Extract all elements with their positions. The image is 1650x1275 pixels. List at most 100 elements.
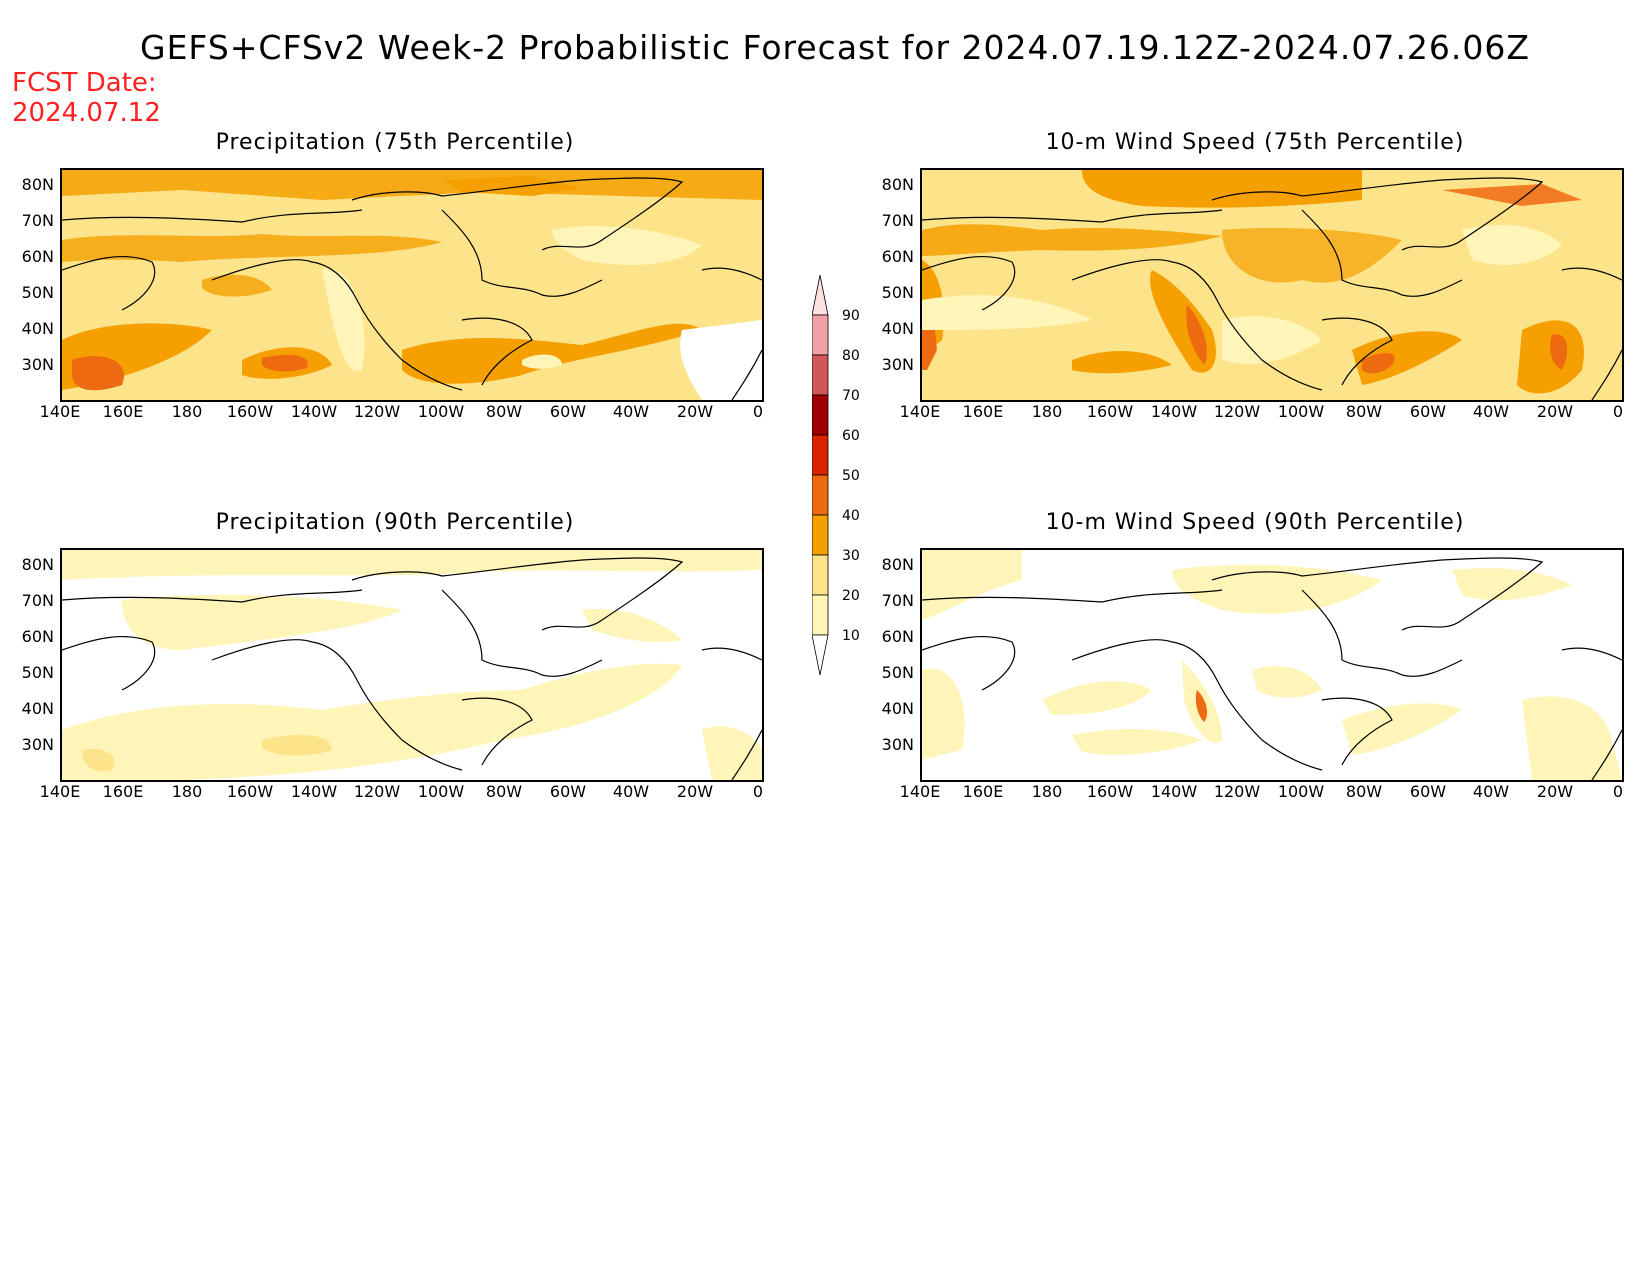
lon-label: 140E — [39, 782, 81, 801]
lon-label: 180 — [171, 782, 203, 801]
lon-label: 160E — [962, 782, 1004, 801]
lat-label: 70N — [881, 591, 914, 610]
panel-title: Precipitation (75th Percentile) — [215, 130, 575, 155]
lon-label: 100W — [1277, 782, 1325, 801]
colorbar-label: 20 — [842, 588, 860, 604]
lon-label: 160E — [102, 782, 144, 801]
forecast-date-value: 2024.07.12 — [12, 98, 161, 128]
lat-label: 30N — [21, 735, 54, 754]
lon-label: 120W — [353, 782, 401, 801]
lon-label: 160E — [102, 402, 144, 421]
lon-label: 140E — [39, 402, 81, 421]
colorbar-label: 50 — [842, 468, 860, 484]
colorbar-swatch — [812, 314, 829, 356]
map-precip-90 — [60, 548, 764, 782]
colorbar-top-arrow — [812, 275, 829, 316]
lon-label: 140W — [1150, 402, 1198, 421]
lat-label: 60N — [881, 247, 914, 266]
lat-label: 50N — [21, 663, 54, 682]
lon-label: 20W — [1536, 402, 1574, 421]
lat-label: 50N — [881, 663, 914, 682]
lon-label: 60W — [1409, 402, 1447, 421]
lat-label: 60N — [21, 627, 54, 646]
colorbar-label: 70 — [842, 388, 860, 404]
lon-label: 40W — [1472, 402, 1510, 421]
lon-label: 40W — [612, 402, 650, 421]
lat-label: 60N — [21, 247, 54, 266]
lat-label: 70N — [881, 211, 914, 230]
lon-label: 140E — [899, 782, 941, 801]
colorbar: 90 80 70 60 50 40 30 20 10 — [812, 275, 872, 685]
lon-label: 140W — [290, 782, 338, 801]
colorbar-swatch — [812, 514, 829, 556]
lon-label: 60W — [549, 402, 587, 421]
lon-label: 160E — [962, 402, 1004, 421]
lat-label: 80N — [21, 555, 54, 574]
lon-label: 80W — [485, 782, 523, 801]
colorbar-label: 90 — [842, 308, 860, 324]
colorbar-bottom-arrow — [812, 634, 829, 676]
lon-label: 20W — [676, 402, 714, 421]
colorbar-swatches — [812, 275, 829, 676]
lon-label: 140W — [290, 402, 338, 421]
map-wind-75 — [920, 168, 1624, 402]
lat-label: 80N — [881, 555, 914, 574]
page-title: GEFS+CFSv2 Week-2 Probabilistic Forecast… — [140, 28, 1530, 67]
colorbar-swatch — [812, 354, 829, 396]
panel-wind-75: 10-m Wind Speed (75th Percentile) — [860, 130, 1650, 470]
lat-label: 40N — [881, 319, 914, 338]
lon-label: 0 — [1612, 402, 1624, 421]
map-wind-90 — [920, 548, 1624, 782]
lat-label: 30N — [21, 355, 54, 374]
colorbar-swatch — [812, 554, 829, 596]
lon-label: 20W — [676, 782, 714, 801]
forecast-date: FCST Date: 2024.07.12 — [12, 68, 161, 128]
lon-label: 180 — [1031, 782, 1063, 801]
lat-label: 30N — [881, 355, 914, 374]
lon-label: 0 — [1612, 782, 1624, 801]
lon-label: 160W — [1086, 782, 1134, 801]
colorbar-swatch — [812, 394, 829, 436]
lon-label: 0 — [752, 782, 764, 801]
lon-label: 100W — [1277, 402, 1325, 421]
panel-title: Precipitation (90th Percentile) — [215, 510, 575, 535]
panel-title: 10-m Wind Speed (90th Percentile) — [1045, 510, 1465, 535]
lon-label: 60W — [1409, 782, 1447, 801]
lon-label: 160W — [226, 782, 274, 801]
colorbar-label: 30 — [842, 548, 860, 564]
lon-label: 160W — [226, 402, 274, 421]
colorbar-swatch — [812, 434, 829, 476]
lon-label: 140W — [1150, 782, 1198, 801]
colorbar-swatch — [812, 594, 829, 636]
lon-label: 40W — [1472, 782, 1510, 801]
lon-label: 80W — [485, 402, 523, 421]
lat-label: 70N — [21, 211, 54, 230]
lat-label: 40N — [881, 699, 914, 718]
lon-label: 20W — [1536, 782, 1574, 801]
lon-label: 100W — [417, 782, 465, 801]
map-field — [922, 550, 1622, 780]
lon-label: 160W — [1086, 402, 1134, 421]
lat-label: 50N — [21, 283, 54, 302]
lat-label: 40N — [21, 699, 54, 718]
panel-precip-75: Precipitation (75th Percentile) — [0, 130, 790, 470]
lon-label: 120W — [1213, 402, 1261, 421]
panel-wind-90: 10-m Wind Speed (90th Percentile) — [860, 510, 1650, 850]
map-precip-75 — [60, 168, 764, 402]
lon-label: 60W — [549, 782, 587, 801]
map-field — [62, 550, 762, 780]
colorbar-label: 40 — [842, 508, 860, 524]
map-field — [62, 170, 762, 400]
panel-title: 10-m Wind Speed (75th Percentile) — [1045, 130, 1465, 155]
colorbar-label: 10 — [842, 628, 860, 644]
lon-label: 80W — [1345, 402, 1383, 421]
colorbar-label: 80 — [842, 348, 860, 364]
lon-label: 120W — [1213, 782, 1261, 801]
lon-label: 40W — [612, 782, 650, 801]
lat-label: 50N — [881, 283, 914, 302]
lon-label: 100W — [417, 402, 465, 421]
lon-label: 120W — [353, 402, 401, 421]
lon-label: 180 — [1031, 402, 1063, 421]
colorbar-swatch — [812, 474, 829, 516]
lon-label: 140E — [899, 402, 941, 421]
